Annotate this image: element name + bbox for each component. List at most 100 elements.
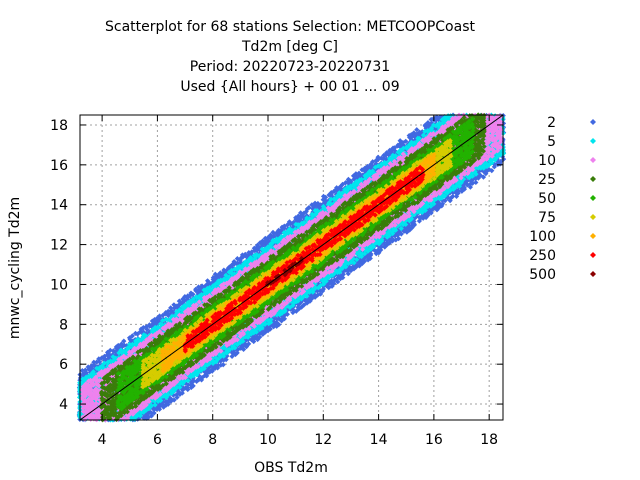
data-point <box>210 275 216 281</box>
data-point <box>156 406 163 412</box>
data-point <box>168 311 174 317</box>
data-point <box>295 304 301 310</box>
data-point <box>160 312 166 318</box>
data-point <box>144 412 150 418</box>
data-point <box>276 322 282 328</box>
title-line-1: Scatterplot for 68 stations Selection: M… <box>105 19 475 35</box>
data-point <box>263 323 269 329</box>
data-point <box>281 223 287 229</box>
data-point <box>284 311 290 317</box>
data-point <box>190 375 196 381</box>
data-point <box>257 240 263 246</box>
data-point <box>217 270 223 276</box>
data-point <box>267 322 274 329</box>
data-point <box>295 213 301 219</box>
data-point <box>176 298 182 304</box>
data-point <box>118 341 125 347</box>
data-point <box>116 345 122 351</box>
data-point <box>289 221 296 227</box>
data-point <box>149 322 155 328</box>
data-point <box>276 316 282 322</box>
data-point <box>168 305 174 311</box>
data-point <box>177 301 183 307</box>
data-point <box>234 256 240 262</box>
data-point <box>263 328 269 334</box>
data-point <box>165 401 171 407</box>
data-point <box>129 333 135 339</box>
data-point <box>88 367 94 374</box>
data-point <box>238 342 244 348</box>
data-point <box>154 321 160 327</box>
data-point <box>188 290 194 296</box>
data-point <box>98 355 105 361</box>
data-points <box>76 112 507 423</box>
data-point <box>271 321 277 327</box>
data-point <box>268 235 274 241</box>
data-point <box>145 414 152 420</box>
data-point <box>290 307 296 313</box>
data-point <box>298 210 304 216</box>
data-point <box>220 362 226 368</box>
data-point <box>301 302 307 308</box>
data-point <box>91 359 97 365</box>
data-point <box>101 353 108 359</box>
data-point <box>193 286 199 292</box>
data-point <box>300 214 307 220</box>
data-point <box>267 326 273 332</box>
chart-title: Scatterplot for 68 stations Selection: M… <box>105 19 475 95</box>
title-line-3: Period: 20220723-20220731 <box>190 59 390 75</box>
data-point <box>198 285 204 291</box>
data-point <box>199 283 205 289</box>
data-point <box>163 398 169 404</box>
data-point <box>163 310 169 316</box>
data-point <box>126 335 133 341</box>
data-point <box>218 274 224 280</box>
data-point <box>256 245 262 251</box>
data-point <box>144 326 150 332</box>
title-line-4: Used {All hours} + 00 01 ... 09 <box>180 79 399 95</box>
data-point <box>224 267 230 273</box>
data-point <box>273 230 280 236</box>
data-point <box>82 367 88 373</box>
data-point <box>163 402 169 408</box>
data-point <box>204 282 210 288</box>
data-point <box>86 366 92 372</box>
data-point <box>80 371 86 378</box>
data-point <box>218 362 224 368</box>
data-point <box>249 337 255 343</box>
data-point <box>148 413 155 419</box>
data-point <box>278 227 284 233</box>
data-point <box>91 362 97 368</box>
data-point <box>264 327 271 333</box>
data-point <box>217 357 223 363</box>
data-point <box>221 267 227 273</box>
data-point <box>151 317 158 323</box>
data-point <box>91 366 97 372</box>
data-point <box>262 235 268 241</box>
data-point <box>257 334 263 340</box>
data-point <box>254 242 261 248</box>
data-point <box>185 382 191 388</box>
data-point <box>140 325 146 331</box>
data-point <box>209 363 215 369</box>
data-point <box>286 219 293 225</box>
data-point <box>231 351 238 357</box>
data-point <box>134 331 141 337</box>
data-point <box>242 341 248 347</box>
data-point <box>156 403 163 410</box>
data-point <box>301 210 307 216</box>
data-point <box>138 326 144 332</box>
data-point <box>264 237 271 243</box>
data-point <box>190 378 197 384</box>
data-point <box>171 397 177 403</box>
data-point <box>190 291 196 297</box>
data-point <box>246 341 252 347</box>
data-point <box>151 410 157 416</box>
data-point <box>253 334 260 340</box>
data-point <box>234 260 241 266</box>
data-point <box>93 368 99 374</box>
data-point <box>240 346 247 353</box>
data-point <box>223 357 229 363</box>
data-point <box>251 338 257 345</box>
